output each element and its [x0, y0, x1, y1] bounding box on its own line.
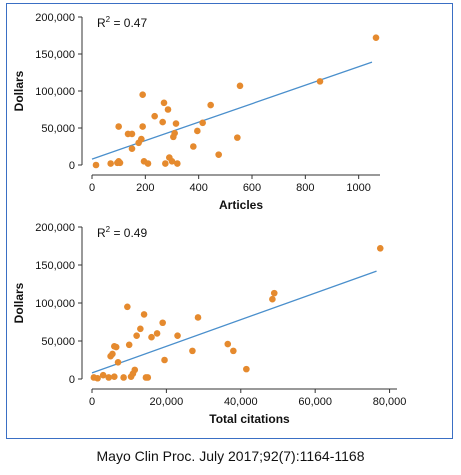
chart2-data-point [99, 371, 107, 379]
chart1-r-squared-annotation: R2 = 0.47 [97, 15, 147, 30]
chart2-x-tick-label: 60,000 [298, 396, 332, 408]
chart2-data-point [194, 314, 202, 321]
chart2-x-tick-label: 0 [89, 396, 95, 408]
chart1-data-point [164, 106, 172, 113]
chart1-data-point [172, 120, 180, 127]
chart1-y-tick-label: 200,000 [35, 12, 75, 24]
chart2-x-tick-label: 40,000 [224, 396, 258, 408]
chart2-data-point [140, 311, 148, 318]
chart2-data-point [174, 332, 181, 339]
chart2-data-point [114, 358, 122, 366]
chart2-data-point [120, 374, 127, 381]
figure-caption: Mayo Clin Proc. July 2017;92(7):1164-116… [96, 448, 365, 464]
chart1-data-point [215, 151, 222, 158]
chart1-y-tick-label: 100,000 [35, 86, 75, 98]
chart1-x-tick-label: 0 [89, 182, 95, 194]
chart2-data-point [131, 366, 139, 374]
chart1-data-point [139, 91, 146, 98]
chart2-y-axis-label: Dollars [12, 282, 26, 323]
chart1-x-tick-label: 1000 [346, 182, 370, 194]
chart2-data-point [112, 343, 120, 351]
chart1-data-point [116, 159, 124, 167]
chart2-x-tick-label: 20,000 [150, 396, 184, 408]
chart1-data-point [128, 145, 136, 153]
chart2-data-point [159, 319, 166, 327]
chart2-data-point [153, 330, 161, 337]
chart2-data-point [148, 333, 155, 341]
chart1-x-tick-label: 800 [296, 182, 314, 194]
chart1-x-tick-label: 400 [189, 182, 207, 194]
chart1-data-point [151, 112, 158, 120]
chart1-data-point [160, 99, 168, 107]
chart1-data-point [162, 160, 169, 167]
chart2-data-point [270, 289, 278, 297]
chart1-data-point [159, 118, 166, 126]
chart1-data-point [236, 82, 244, 90]
chart2-data-point [224, 340, 232, 348]
scatter-charts: 0 50,000 100,000 150,000 200,000 0 200 400 600 80… [12, 12, 407, 426]
chart2-y-tick-label: 100,000 [35, 298, 75, 310]
chart2-data-point [144, 374, 152, 381]
chart1-x-axis-label: Articles [219, 198, 263, 212]
chart1-data-point [144, 160, 152, 167]
chart1-data-point [115, 123, 122, 130]
chart1-data-point [174, 160, 181, 167]
chart2-data-point [189, 347, 196, 355]
chart1-y-tick-label: 150,000 [35, 49, 75, 61]
chart1-data-point [190, 143, 197, 150]
chart1-data-point [139, 123, 146, 130]
chart2-data-point [269, 295, 276, 303]
chart1-y-tick-label: 50,000 [41, 123, 75, 135]
chart1-data-point [138, 135, 145, 143]
chart2-y-tick-label: 150,000 [35, 260, 75, 272]
chart2-data-point [105, 374, 113, 381]
chart2-data-point [230, 347, 237, 355]
chart1-trendline [91, 61, 373, 160]
chart1-y-tick-label: 0 [69, 160, 75, 172]
chart1-data-point [168, 158, 176, 165]
chart2-trendline [91, 270, 377, 374]
chart2-data-point [109, 350, 116, 358]
chart2-data-point [111, 373, 118, 381]
chart1-data-point [171, 129, 178, 137]
chart2-y-tick-label: 200,000 [35, 222, 75, 234]
chart2-x-tick-label: 80,000 [373, 396, 407, 408]
chart1-data-point [207, 101, 214, 109]
figure-frame [6, 3, 453, 439]
chart1-data-point [92, 161, 100, 169]
chart1-x-tick-label: 200 [136, 182, 154, 194]
chart1-data-point [194, 127, 201, 135]
chart2-x-axis-label: Total citations [209, 412, 290, 426]
chart2-y-tick-label: 0 [69, 374, 75, 386]
chart1-x-tick-label: 600 [243, 182, 261, 194]
chart2-data-point [137, 325, 144, 333]
chart2-data-point [125, 341, 133, 349]
chart2-y-tick-label: 50,000 [41, 336, 75, 348]
chart2-data-point [376, 244, 384, 252]
chart1-y-axis-label: Dollars [12, 70, 26, 111]
chart2-data-point [161, 356, 168, 364]
chart1-data-point [234, 134, 241, 141]
chart2-data-point [124, 303, 131, 311]
chart2-data-point [133, 332, 140, 339]
chart1-data-point [316, 78, 324, 85]
chart2-data-point [94, 374, 101, 382]
chart2-data-point [243, 365, 250, 373]
chart1-data-point [128, 130, 136, 138]
chart2-r-squared-annotation: R2 = 0.49 [97, 225, 147, 240]
chart1-data-point [372, 34, 380, 42]
chart1-data-point [199, 119, 206, 127]
chart1-data-point [107, 160, 114, 167]
